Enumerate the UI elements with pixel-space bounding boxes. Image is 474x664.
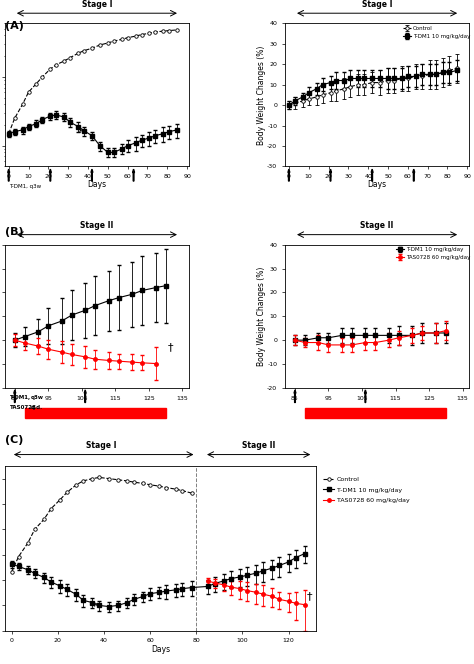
Legend: Control, T-DM1 10 mg/kg/day: Control, T-DM1 10 mg/kg/day — [403, 26, 470, 39]
Text: Stage I: Stage I — [362, 0, 392, 9]
Text: (A): (A) — [5, 21, 24, 31]
Text: TAS0728: TAS0728 — [9, 405, 36, 410]
Text: †: † — [307, 592, 312, 602]
Text: Stage II: Stage II — [360, 221, 394, 230]
Text: T-DM1,: T-DM1, — [9, 394, 31, 400]
Text: *: * — [92, 602, 98, 612]
Text: Stage II: Stage II — [242, 441, 275, 450]
X-axis label: Days: Days — [87, 181, 107, 189]
Y-axis label: Body Weight Changes (%): Body Weight Changes (%) — [257, 45, 266, 145]
Text: T-DM1, q3w: T-DM1, q3w — [9, 184, 42, 189]
Text: (B): (B) — [5, 227, 23, 237]
Text: q3w: q3w — [31, 394, 44, 400]
Legend: Control, T-DM1 10 mg/kg/day, TAS0728 60 mg/kg/day: Control, T-DM1 10 mg/kg/day, TAS0728 60 … — [320, 474, 412, 505]
Text: Stage I: Stage I — [86, 441, 117, 450]
X-axis label: Days: Days — [151, 645, 170, 654]
Text: Stage I: Stage I — [82, 0, 112, 9]
Text: †: † — [167, 343, 173, 353]
Legend: T-DM1 10 mg/kg/day, TAS0728 60 mg/kg/day: T-DM1 10 mg/kg/day, TAS0728 60 mg/kg/day — [396, 248, 470, 260]
Text: (C): (C) — [5, 435, 23, 445]
Text: Stage II: Stage II — [80, 221, 114, 230]
X-axis label: Days: Days — [367, 181, 387, 189]
Text: q.d.: q.d. — [31, 405, 43, 410]
Text: *: * — [77, 127, 83, 137]
Y-axis label: Body Weight Changes (%): Body Weight Changes (%) — [257, 266, 266, 366]
